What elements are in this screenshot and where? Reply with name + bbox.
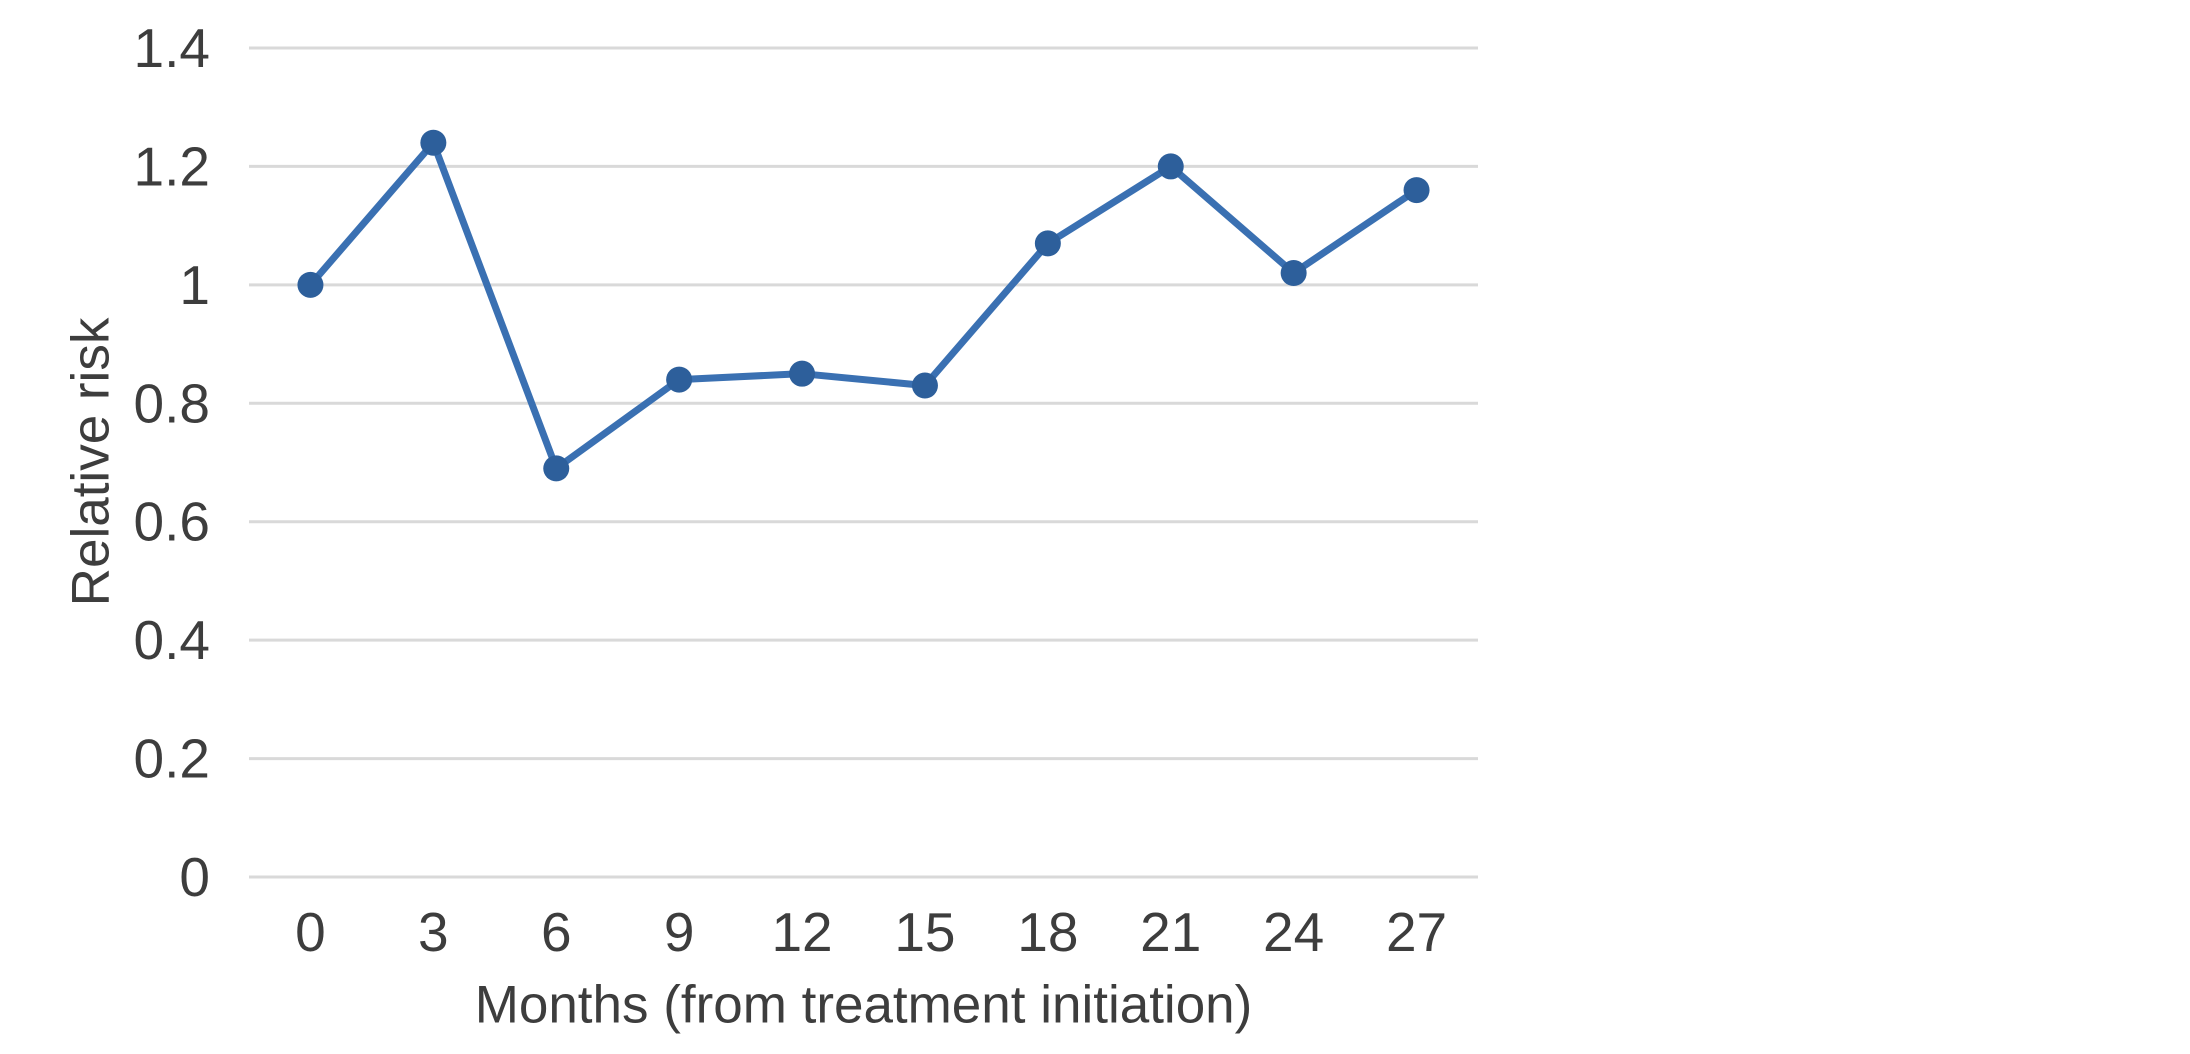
y-tick-label: 0.6	[134, 491, 210, 553]
y-tick-label: 0	[179, 846, 210, 908]
y-axis-title: Relative risk	[62, 317, 121, 606]
data-point-marker	[1034, 230, 1061, 257]
data-point-marker	[420, 129, 447, 156]
x-tick-label: 9	[664, 901, 695, 963]
x-tick-label: 21	[1140, 901, 1201, 963]
y-tick-label: 1.4	[134, 17, 210, 79]
y-tick-label: 0.2	[134, 728, 210, 790]
data-point-marker	[1280, 260, 1307, 287]
data-point-marker	[666, 366, 693, 393]
y-tick-label: 1.2	[134, 135, 210, 197]
x-tick-label: 0	[295, 901, 326, 963]
y-tick-label: 1	[179, 254, 210, 316]
x-tick-label: 24	[1263, 901, 1324, 963]
x-axis-title: Months (from treatment initiation)	[475, 976, 1253, 1035]
data-point-marker	[789, 360, 816, 387]
x-tick-label: 12	[771, 901, 832, 963]
data-point-marker	[543, 455, 570, 482]
data-point-marker	[297, 271, 324, 298]
data-point-marker	[1157, 153, 1184, 180]
x-tick-label: 6	[541, 901, 572, 963]
x-tick-label: 15	[894, 901, 955, 963]
x-tick-label: 3	[418, 901, 449, 963]
series-line	[306, 139, 1421, 472]
x-tick-label: 18	[1017, 901, 1078, 963]
data-point-marker	[1403, 177, 1430, 204]
x-tick-label: 27	[1386, 901, 1447, 963]
y-tick-label: 0.4	[134, 609, 210, 671]
data-point-marker	[911, 372, 938, 399]
y-tick-label: 0.8	[134, 372, 210, 434]
